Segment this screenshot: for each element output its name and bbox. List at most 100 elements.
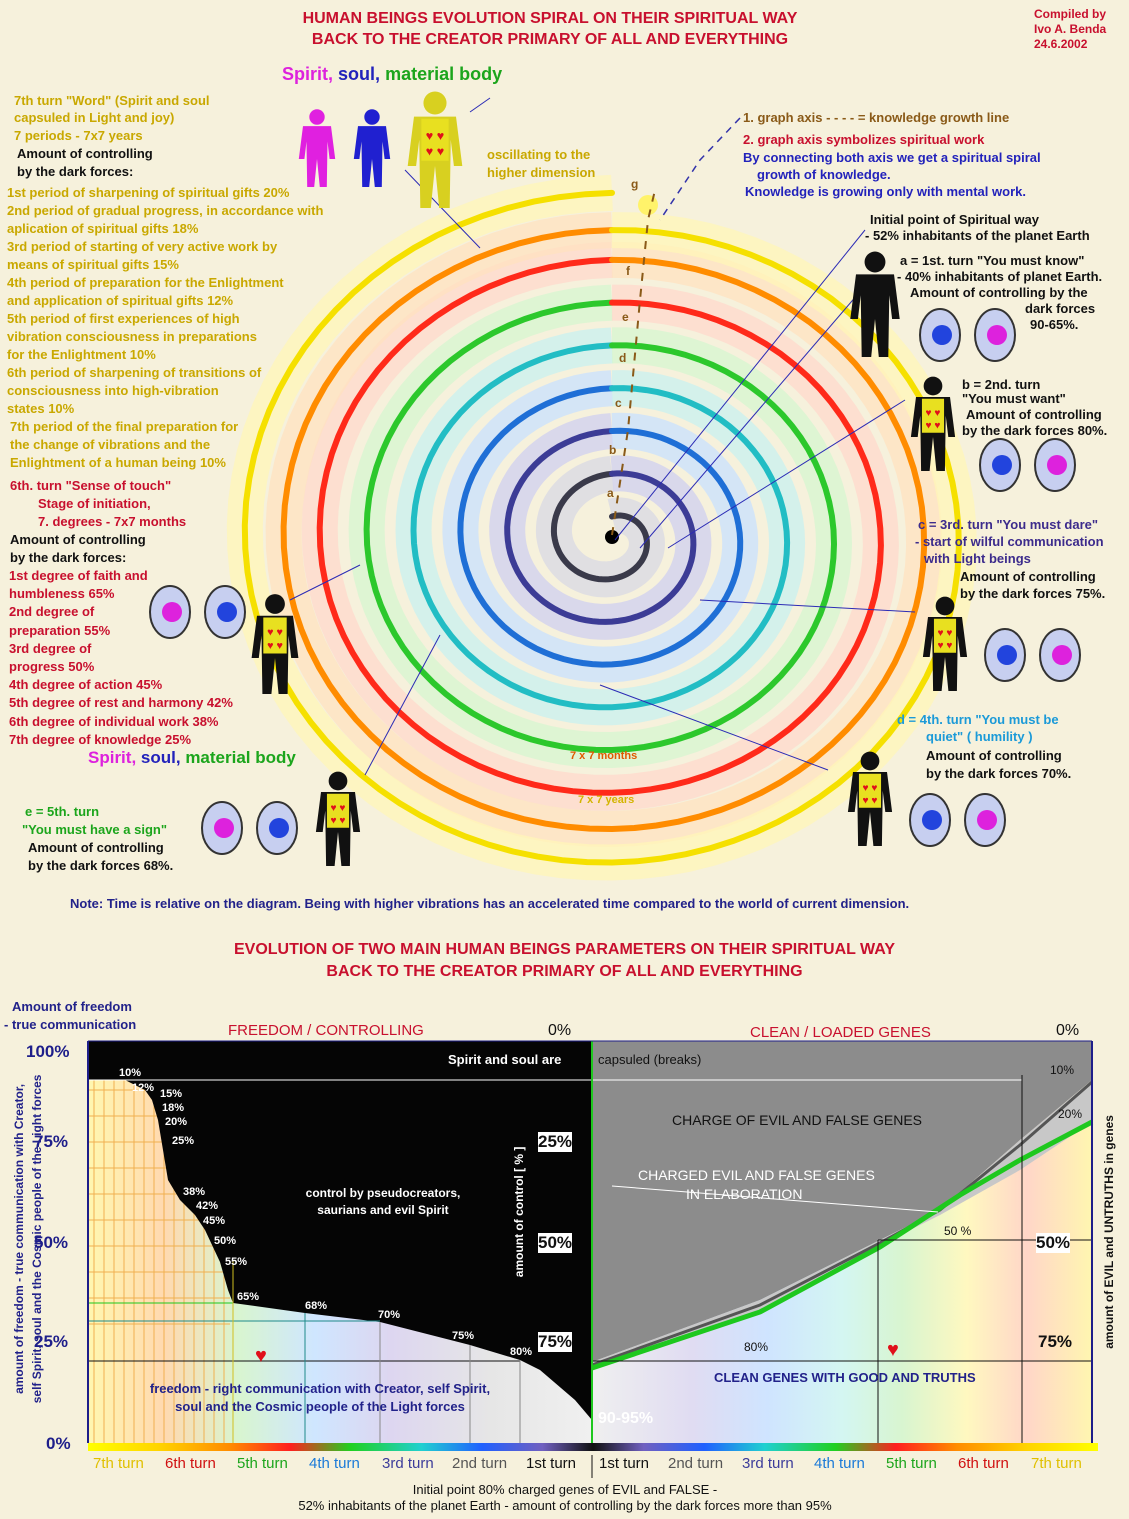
y-tick-center-50: 50% [538, 1233, 573, 1253]
turn5-line1: e = 5th. turn [25, 804, 100, 819]
turn6-line2: Stage of initiation, [38, 496, 151, 511]
period-line: and application of spiritual gifts 12% [7, 293, 234, 308]
control-value-label: 70% [378, 1309, 401, 1321]
human-body-icon [353, 109, 391, 187]
charged-text-1: CHARGED EVIL AND FALSE GENES [638, 1167, 875, 1183]
left-axis-label-1: amount of freedom - true communication w… [12, 1083, 27, 1394]
spiral-letter-a: a [607, 486, 614, 500]
spiral-letter-c: c [615, 396, 622, 410]
svg-text:♥ ♥: ♥ ♥ [426, 129, 444, 143]
control-text-1: control by pseudocreators, [305, 1186, 461, 1200]
axis-note4: growth of knowledge. [757, 167, 891, 182]
period-line: means of spiritual gifts 15% [7, 257, 179, 272]
svg-text:♥ ♥: ♥ ♥ [863, 796, 878, 807]
degree-line: 1st degree of faith and [9, 568, 148, 583]
initial-point-bottom-2: 52% inhabitants of the planet Earth - am… [298, 1498, 832, 1513]
degree-line: progress 50% [9, 659, 95, 674]
soul-oval-icon [204, 585, 246, 639]
y-tick-center-75: 75% [538, 1332, 573, 1352]
period-line: 1st period of sharpening of spiritual gi… [7, 185, 290, 200]
soul-oval-icon [909, 793, 951, 847]
spiral-letter-d: d [619, 351, 627, 365]
svg-text:♥ ♥: ♥ ♥ [331, 803, 346, 814]
spiral-letter-f: f [626, 264, 630, 278]
soul-oval-icon [984, 628, 1026, 682]
turn3-line2: - start of wilful communication [915, 534, 1104, 549]
turn-label-left: 5th turn [237, 1455, 288, 1472]
genes-value-label: 10% [1050, 1063, 1075, 1077]
degree-line: preparation 55% [9, 622, 111, 638]
control-value-label: 10% [119, 1067, 142, 1079]
degree-line: 5th degree of rest and harmony 42% [9, 695, 233, 711]
y-tick-left-0: 0% [46, 1434, 71, 1453]
svg-text:♥ ♥: ♥ ♥ [938, 628, 953, 639]
control-value-label: 12% [132, 1082, 155, 1094]
axis-note3: By connecting both axis we get a spiritu… [743, 150, 1041, 165]
svg-text:♥ ♥: ♥ ♥ [926, 421, 941, 432]
freedom-head-line1: Amount of freedom [12, 999, 132, 1014]
soul-oval-icon [1034, 438, 1076, 492]
label-7x7-years: 7 x 7 years [578, 794, 635, 806]
turn-label-right: 2nd turn [668, 1455, 724, 1472]
y-tick-right-75: 75% [1038, 1332, 1073, 1351]
turn5-line2: "You must have a sign" [22, 822, 168, 837]
turn5-line4: by the dark forces 68%. [28, 858, 174, 873]
pointer-lines [289, 97, 916, 776]
control-value-label: 75% [452, 1330, 475, 1342]
turn-label-right: 4th turn [814, 1455, 865, 1472]
y-tick-left-75: 75% [34, 1132, 69, 1151]
turn6-control1: Amount of controlling [10, 532, 146, 547]
human-body-icon: ♥ ♥♥ ♥ [251, 594, 299, 694]
spiral-turn [363, 299, 838, 754]
turn2-line4: by the dark forces 80%. [962, 423, 1108, 438]
figure-icons: ♥ ♥♥ ♥ ♥ ♥♥ ♥ ♥ ♥♥ ♥ ♥ ♥♥ ♥ ♥ ♥♥ ♥ [149, 91, 1081, 866]
turn4-line4: by the dark forces 70%. [926, 766, 1072, 781]
turn7-control2: by the dark forces: [17, 164, 134, 179]
center-axis-label: amount of control [ % ] [512, 1146, 527, 1278]
turn1-line3: Amount of controlling by the [910, 285, 1088, 300]
soul-oval-icon [964, 793, 1006, 847]
soul-oval-icon [201, 801, 243, 855]
turn-label-right: 1st turn [599, 1455, 650, 1472]
turn2-line2: "You must want" [962, 391, 1066, 406]
zero-right: 0% [1056, 1022, 1080, 1039]
svg-text:♥ ♥: ♥ ♥ [426, 145, 444, 159]
svg-text:♥ ♥: ♥ ♥ [938, 641, 953, 652]
initial-point-bottom-1: Initial point 80% charged genes of EVIL … [412, 1482, 718, 1497]
soul-oval-icon [974, 308, 1016, 362]
human-body-icon [850, 251, 900, 357]
human-body-icon: ♥ ♥♥ ♥ [910, 376, 956, 471]
period-line: 7th period of the final preparation for [10, 419, 239, 434]
main-title-line2: BACK TO THE CREATOR PRIMARY OF ALL AND E… [311, 31, 789, 48]
main-title-line1: HUMAN BEINGS EVOLUTION SPIRAL ON THEIR S… [302, 10, 798, 27]
period-line: 2nd period of gradual progress, in accor… [7, 203, 324, 218]
time-note: Note: Time is relative on the diagram. B… [70, 896, 910, 911]
soul-oval-icon [256, 801, 298, 855]
turn1-line1: a = 1st. turn "You must know" [900, 253, 1085, 268]
genes-value-label: 50 % [944, 1224, 972, 1238]
y-tick-center-25: 25% [538, 1132, 573, 1152]
clean-text: CLEAN GENES WITH GOOD AND TRUTHS [714, 1370, 976, 1385]
y-tick-left-25: 25% [34, 1332, 69, 1351]
soul-oval-icon [979, 438, 1021, 492]
svg-text:♥ ♥: ♥ ♥ [267, 640, 283, 652]
spiral-center [605, 530, 619, 544]
freedom-text-1: freedom - right communication with Creat… [149, 1381, 491, 1396]
turn-label-left: 3rd turn [382, 1455, 434, 1472]
control-value-label: 25% [172, 1135, 195, 1147]
degree-line: 7th degree of knowledge 25% [9, 731, 192, 747]
right-axis-label: amount of EVIL and UNTRUTHS in genes [1102, 1115, 1117, 1349]
axis-note2: 2. graph axis symbolizes spiritual work [743, 132, 985, 147]
freedom-text-2: soul and the Cosmic people of the Light … [175, 1399, 465, 1414]
control-value-label: 38% [183, 1186, 206, 1198]
label-7x7-months: 7 x 7 months [570, 750, 638, 762]
turn2-line3: Amount of controlling [966, 407, 1102, 422]
charged-text-2: IN ELABORATION [686, 1186, 803, 1202]
period-line: 6th period of sharpening of transitions … [7, 365, 262, 380]
turn1-line2: - 40% inhabitants of planet Earth. [897, 269, 1103, 284]
control-value-label: 65% [237, 1291, 260, 1303]
axis-pointer [659, 117, 741, 221]
human-body-icon [298, 109, 336, 187]
period-line: for the Enlightment 10% [7, 347, 156, 362]
